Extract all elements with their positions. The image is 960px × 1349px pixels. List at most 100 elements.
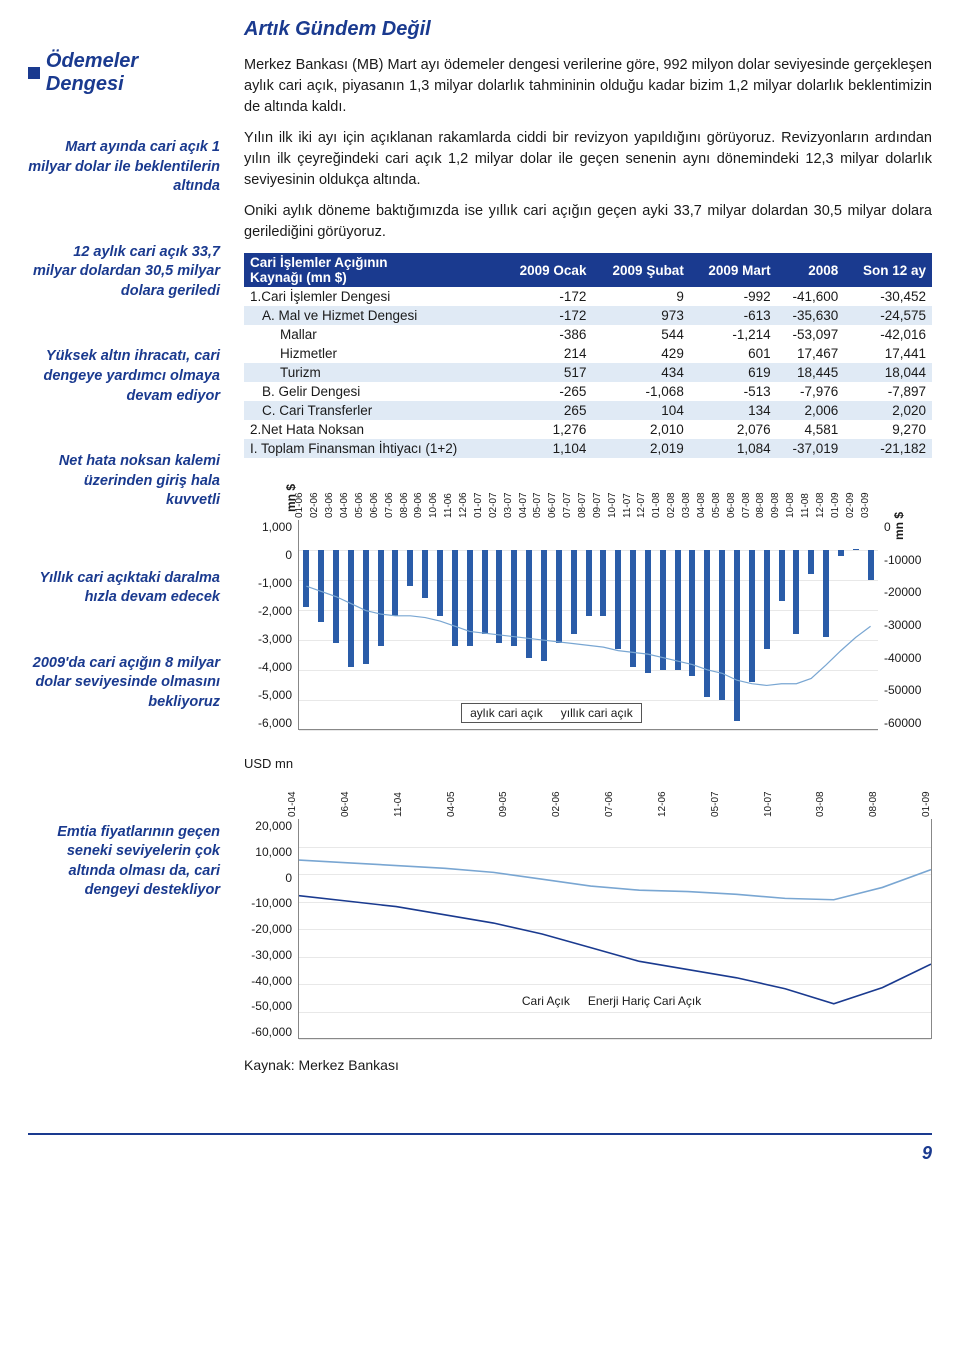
body-paragraph: Oniki aylık döneme baktığımızda ise yıll… bbox=[244, 201, 932, 243]
xtick: 10-07 bbox=[607, 493, 618, 519]
cell: 4,581 bbox=[777, 420, 845, 439]
chart1-xaxis: 01-0602-0603-0604-0605-0606-0607-0608-06… bbox=[298, 468, 878, 518]
ytick: -60,000 bbox=[251, 1025, 292, 1039]
ytick: 20,000 bbox=[255, 819, 292, 833]
row-label: 2.Net Hata Noksan bbox=[244, 420, 500, 439]
table-body: 1.Cari İşlemler Dengesi-1729-992-41,600-… bbox=[244, 287, 932, 458]
cell: 9,270 bbox=[844, 420, 932, 439]
side-note: Yıllık cari açıktaki daralma hızla devam… bbox=[28, 569, 220, 608]
xtick: 02-06 bbox=[309, 493, 320, 519]
xtick: 11-07 bbox=[622, 493, 633, 518]
page-number: 9 bbox=[28, 1133, 932, 1180]
xtick: 06-04 bbox=[340, 792, 351, 818]
cell: 104 bbox=[592, 401, 689, 420]
xtick: 01-09 bbox=[830, 493, 841, 519]
cell: -53,097 bbox=[777, 325, 845, 344]
cell: 2,006 bbox=[777, 401, 845, 420]
xtick: 08-07 bbox=[577, 493, 588, 519]
chart2-plot: Cari Açık Enerji Hariç Cari Açık bbox=[298, 819, 932, 1039]
body-paragraph: Yılın ilk iki ayı için açıklanan rakamla… bbox=[244, 128, 932, 191]
xtick: 07-08 bbox=[741, 493, 752, 519]
cell: -42,016 bbox=[844, 325, 932, 344]
side-note: Yüksek altın ihracatı, cari dengeye yard… bbox=[28, 347, 220, 406]
ytick: -40000 bbox=[884, 651, 921, 665]
xtick: 09-06 bbox=[413, 493, 424, 519]
xtick: 02-07 bbox=[488, 493, 499, 519]
row-label: Hizmetler bbox=[244, 344, 500, 363]
ytick: -50000 bbox=[884, 683, 921, 697]
xtick: 11-06 bbox=[443, 493, 454, 518]
cell: 517 bbox=[500, 363, 592, 382]
ytick: 0 bbox=[884, 520, 891, 534]
col-head: 2009 Ocak bbox=[500, 253, 592, 287]
chart1-yaxis-right: 0-10000-20000-30000-40000-50000-60000 bbox=[878, 520, 932, 730]
xtick: 08-08 bbox=[755, 493, 766, 519]
chart2-ylabel: USD mn bbox=[244, 756, 932, 771]
ytick: -2,000 bbox=[258, 604, 292, 618]
cell: 429 bbox=[592, 344, 689, 363]
cell: -7,976 bbox=[777, 382, 845, 401]
cell: 18,445 bbox=[777, 363, 845, 382]
page-subtitle: Artık Gündem Değil bbox=[244, 18, 932, 41]
row-label: C. Cari Transferler bbox=[244, 401, 500, 420]
xtick: 08-08 bbox=[868, 792, 879, 818]
chart1-ylabel-right: mn $ bbox=[892, 512, 906, 540]
header-row: Ödemeler Dengesi Artık Gündem Değil Merk… bbox=[28, 18, 932, 128]
xtick: 03-08 bbox=[815, 792, 826, 818]
xtick: 12-06 bbox=[458, 493, 469, 519]
ytick: -30,000 bbox=[251, 948, 292, 962]
xtick: 04-05 bbox=[446, 792, 457, 818]
table-head: Cari İşlemler Açığının Kaynağı (mn $) 20… bbox=[244, 253, 932, 287]
cell: -35,630 bbox=[777, 306, 845, 325]
chart2-xaxis: 01-0406-0411-0404-0509-0502-0607-0612-06… bbox=[298, 773, 932, 817]
xtick: 01-08 bbox=[651, 493, 662, 519]
cell: 2,076 bbox=[690, 420, 777, 439]
side-note: Net hata noksan kalemi üzerinden giriş h… bbox=[28, 452, 220, 511]
side-note: Mart ayında cari açık 1 milyar dolar ile… bbox=[28, 138, 220, 197]
cell: 544 bbox=[592, 325, 689, 344]
xtick: 07-06 bbox=[604, 792, 615, 818]
xtick: 07-07 bbox=[562, 493, 573, 519]
xtick: 06-07 bbox=[547, 493, 558, 519]
xtick: 01-07 bbox=[473, 493, 484, 519]
xtick: 02-09 bbox=[845, 493, 856, 519]
xtick: 10-08 bbox=[785, 493, 796, 519]
data-table: Cari İşlemler Açığının Kaynağı (mn $) 20… bbox=[244, 253, 932, 458]
table-row: Mallar-386544-1,214-53,097-42,016 bbox=[244, 325, 932, 344]
table-row: 2.Net Hata Noksan1,2762,0102,0764,5819,2… bbox=[244, 420, 932, 439]
col-head: 2008 bbox=[777, 253, 845, 287]
cell: -386 bbox=[500, 325, 592, 344]
xtick: 04-06 bbox=[339, 493, 350, 519]
xtick: 07-06 bbox=[384, 493, 395, 519]
xtick: 10-07 bbox=[763, 792, 774, 818]
table-row: I. Toplam Finansman İhtiyacı (1+2)1,1042… bbox=[244, 439, 932, 458]
header-left: Ödemeler Dengesi bbox=[28, 18, 220, 128]
ytick: 10,000 bbox=[255, 845, 292, 859]
row-label: I. Toplam Finansman İhtiyacı (1+2) bbox=[244, 439, 500, 458]
row-label: A. Mal ve Hizmet Dengesi bbox=[244, 306, 500, 325]
header-right: Artık Gündem Değil Merkez Bankası (MB) M… bbox=[244, 18, 932, 128]
side-note: 2009'da cari açığın 8 milyar dolar seviy… bbox=[28, 654, 220, 713]
cell: 619 bbox=[690, 363, 777, 382]
cell: 434 bbox=[592, 363, 689, 382]
cell: -1,068 bbox=[592, 382, 689, 401]
ytick: 0 bbox=[285, 548, 292, 562]
ytick: -4,000 bbox=[258, 660, 292, 674]
table-title-cell: Cari İşlemler Açığının Kaynağı (mn $) bbox=[244, 253, 500, 287]
side-note: Emtia fiyatlarının geçen seneki seviyele… bbox=[28, 823, 220, 901]
xtick: 02-06 bbox=[551, 792, 562, 818]
cell: 1,276 bbox=[500, 420, 592, 439]
chart1-ylabel-left: mn $ bbox=[284, 484, 298, 512]
ytick: -40,000 bbox=[251, 974, 292, 988]
row-label: Mallar bbox=[244, 325, 500, 344]
xtick: 03-06 bbox=[324, 493, 335, 519]
xtick: 03-07 bbox=[503, 493, 514, 519]
xtick: 12-08 bbox=[815, 493, 826, 519]
xtick: 10-06 bbox=[428, 493, 439, 519]
cell: -37,019 bbox=[777, 439, 845, 458]
xtick: 05-08 bbox=[711, 493, 722, 519]
cell: 2,020 bbox=[844, 401, 932, 420]
xtick: 05-07 bbox=[710, 792, 721, 818]
xtick: 04-07 bbox=[518, 493, 529, 519]
xtick: 09-05 bbox=[498, 792, 509, 818]
